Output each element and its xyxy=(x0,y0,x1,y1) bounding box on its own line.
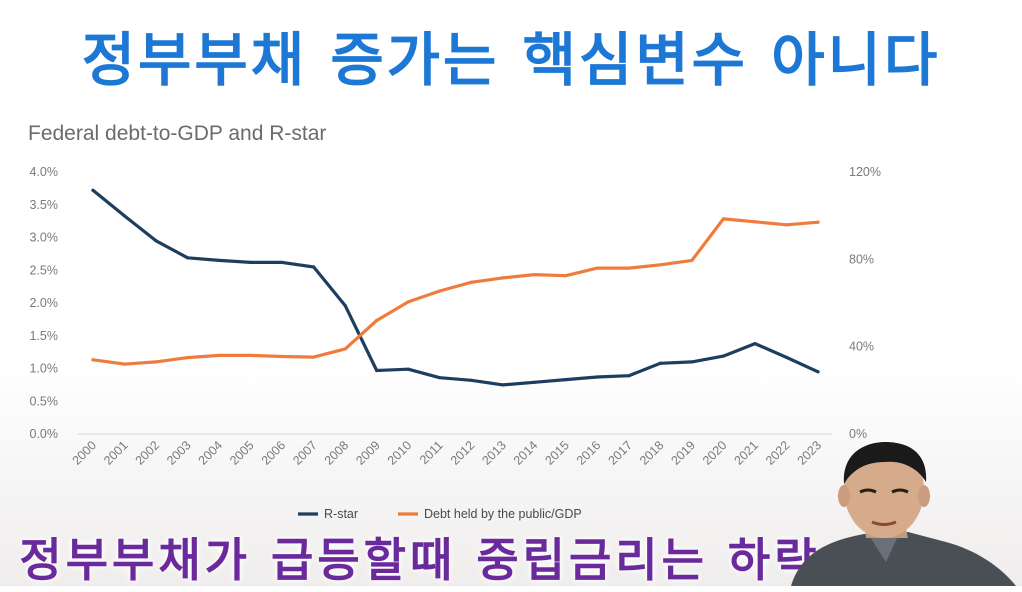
data-point-rstar xyxy=(122,214,127,218)
data-point-rstar xyxy=(753,342,757,346)
x-tick-label: 2017 xyxy=(605,438,635,468)
y-right-tick-label: 120% xyxy=(849,165,881,179)
x-tick-label: 2013 xyxy=(479,438,509,468)
data-point-debt-to-gdp xyxy=(185,355,190,360)
data-point-debt-to-gdp xyxy=(721,217,726,221)
data-point-debt-to-gdp xyxy=(658,263,662,267)
x-tick-label: 2004 xyxy=(196,438,226,468)
data-point-rstar xyxy=(406,367,410,371)
data-point-debt-to-gdp xyxy=(122,362,127,366)
x-tick-label: 2021 xyxy=(732,438,762,468)
y-left-tick-label: 1.5% xyxy=(30,329,59,343)
data-point-debt-to-gdp xyxy=(406,300,410,304)
data-point-rstar xyxy=(658,361,662,365)
data-point-debt-to-gdp xyxy=(501,276,505,280)
data-point-rstar xyxy=(91,188,95,192)
data-point-debt-to-gdp xyxy=(784,223,789,227)
y-right-tick-label: 0% xyxy=(849,427,867,441)
data-point-rstar xyxy=(564,378,568,382)
data-point-rstar xyxy=(280,260,284,264)
data-point-rstar xyxy=(501,383,505,387)
x-tick-label: 2008 xyxy=(322,438,352,468)
y-left-tick-label: 3.5% xyxy=(30,198,59,212)
x-tick-label: 2009 xyxy=(353,438,383,468)
data-point-debt-to-gdp xyxy=(375,318,379,323)
series-line-rstar xyxy=(91,188,820,387)
data-point-debt-to-gdp xyxy=(816,220,820,224)
x-tick-label: 2007 xyxy=(290,438,320,468)
x-tick-label: 2006 xyxy=(259,438,289,468)
x-tick-label: 2003 xyxy=(164,438,194,468)
y-left-tick-label: 0.0% xyxy=(30,427,59,441)
data-point-debt-to-gdp xyxy=(249,353,253,357)
data-point-rstar xyxy=(784,355,789,359)
data-point-rstar xyxy=(217,258,221,263)
x-tick-label: 2001 xyxy=(101,438,131,468)
data-point-debt-to-gdp xyxy=(595,266,599,270)
data-point-debt-to-gdp xyxy=(312,355,316,359)
y-left-tick-label: 2.5% xyxy=(30,263,59,277)
x-tick-label: 2020 xyxy=(700,438,730,468)
x-tick-label: 2012 xyxy=(448,438,478,468)
x-tick-label: 2019 xyxy=(668,438,698,468)
x-tick-label: 2011 xyxy=(417,438,446,467)
x-tick-label: 2015 xyxy=(542,438,572,468)
y-left-tick-label: 3.0% xyxy=(30,231,59,245)
y-left-tick-label: 2.0% xyxy=(30,296,59,310)
x-tick-label: 2000 xyxy=(70,438,100,468)
series-line-debt-to-gdp xyxy=(91,217,820,366)
data-point-debt-to-gdp xyxy=(564,274,568,278)
data-point-debt-to-gdp xyxy=(280,354,284,359)
y-right-tick-label: 80% xyxy=(849,252,874,266)
data-point-rstar xyxy=(312,265,316,269)
x-tick-label: 2014 xyxy=(511,438,541,468)
data-point-debt-to-gdp xyxy=(91,358,95,362)
x-tick-label: 2018 xyxy=(637,438,667,468)
data-point-rstar xyxy=(469,378,473,382)
x-tick-label: 2010 xyxy=(385,438,415,468)
chart-title: Federal debt-to-GDP and R-star xyxy=(28,122,327,145)
legend-label-rstar: R-star xyxy=(324,507,358,521)
presenter-video xyxy=(786,432,1022,586)
top-caption: 정부부채 증가는 핵심변수 아니다 xyxy=(81,26,941,94)
y-left-tick-label: 0.5% xyxy=(30,394,59,408)
data-point-debt-to-gdp xyxy=(217,353,221,357)
data-point-debt-to-gdp xyxy=(532,273,536,277)
data-point-debt-to-gdp xyxy=(343,347,347,351)
data-point-rstar xyxy=(627,374,631,378)
x-tick-label: 2005 xyxy=(227,438,257,468)
data-point-rstar xyxy=(595,375,599,379)
data-point-debt-to-gdp xyxy=(154,360,158,364)
data-point-rstar xyxy=(721,354,726,358)
data-point-rstar xyxy=(532,380,536,384)
y-right-tick-label: 40% xyxy=(849,340,874,354)
data-point-debt-to-gdp xyxy=(690,258,694,263)
data-point-rstar xyxy=(816,370,820,374)
x-tick-label: 2016 xyxy=(574,438,604,468)
data-point-rstar xyxy=(375,368,379,373)
x-tick-label: 2002 xyxy=(133,438,163,468)
y-left-tick-label: 4.0% xyxy=(30,165,59,179)
data-point-rstar xyxy=(154,239,158,243)
bottom-caption: 정부부채가 급등할때 중립금리는 하락 xyxy=(19,533,821,587)
data-point-debt-to-gdp xyxy=(469,280,473,284)
data-point-rstar xyxy=(185,256,190,260)
data-point-debt-to-gdp xyxy=(438,289,442,293)
data-point-rstar xyxy=(249,260,253,264)
data-point-rstar xyxy=(343,304,347,308)
data-point-rstar xyxy=(690,360,694,364)
data-point-rstar xyxy=(438,376,442,380)
data-point-debt-to-gdp xyxy=(753,220,757,224)
legend-label-debt-to-gdp: Debt held by the public/GDP xyxy=(424,507,582,521)
y-left-tick-label: 1.0% xyxy=(30,362,59,376)
data-point-debt-to-gdp xyxy=(627,266,631,270)
